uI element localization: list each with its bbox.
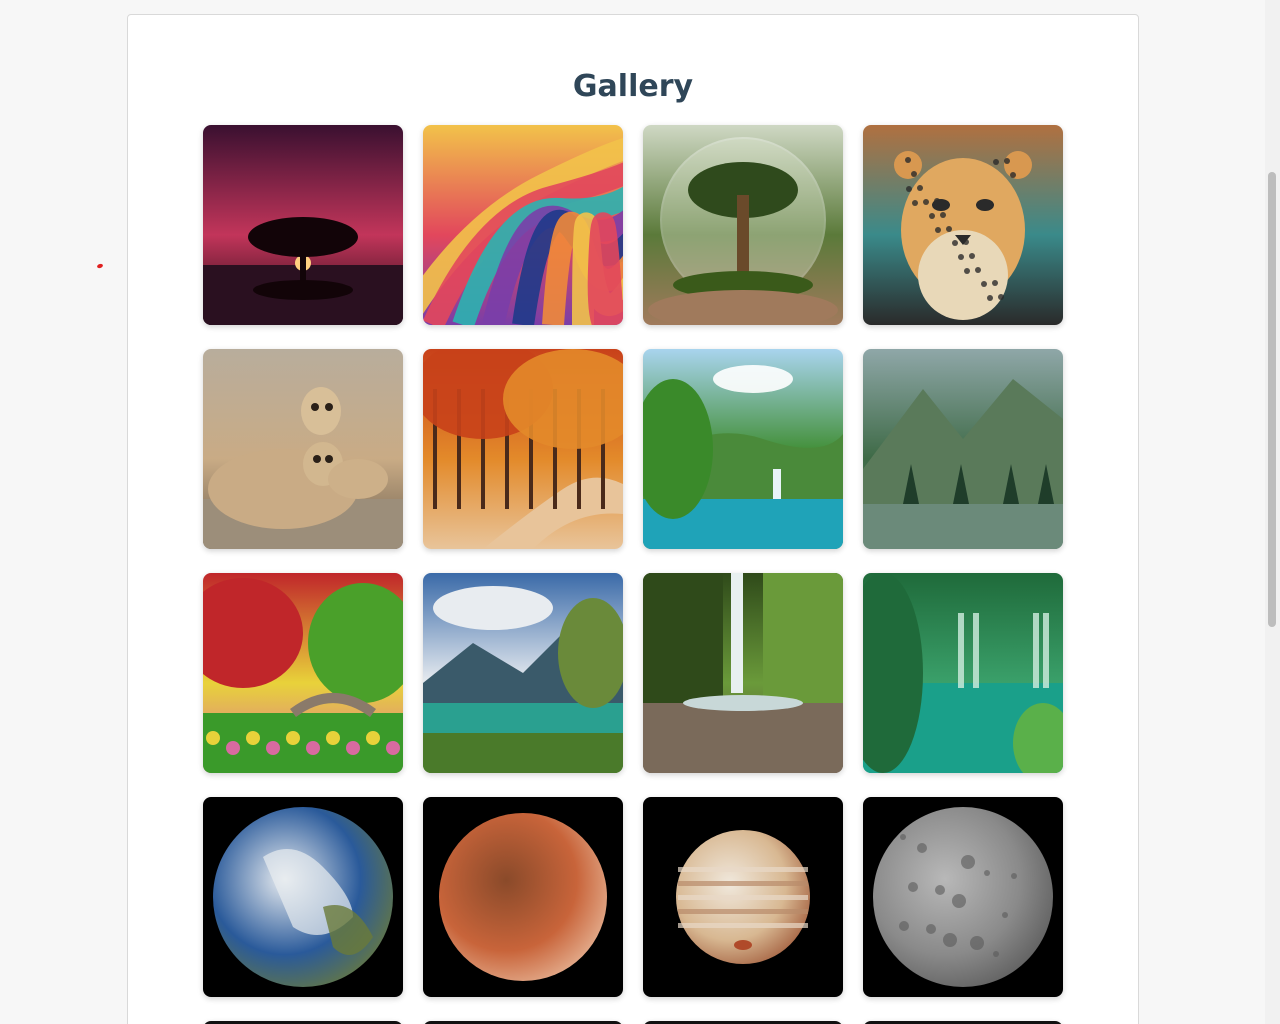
- gallery-image-tree-at-sunset[interactable]: [203, 125, 403, 325]
- planet-mercury-image: [863, 797, 1063, 997]
- gallery-image-autumn-forest-path[interactable]: [423, 349, 623, 549]
- dark-image-image: [203, 1021, 403, 1024]
- gallery-card: Gallery: [127, 14, 1139, 1024]
- tree-at-sunset-image: [203, 125, 403, 325]
- gallery-image-dark-image[interactable]: [863, 1021, 1063, 1024]
- gallery-image-dark-image[interactable]: [203, 1021, 403, 1024]
- gallery-image-tree-in-glass-globe[interactable]: [643, 125, 843, 325]
- scrollbar-thumb[interactable]: [1268, 172, 1276, 627]
- waterfall-canyon-image: [643, 573, 843, 773]
- dark-image-image: [863, 1021, 1063, 1024]
- gallery-image-alpine-lake[interactable]: [423, 573, 623, 773]
- gallery-image-lake-and-waterfall[interactable]: [643, 349, 843, 549]
- cheetah-portrait-image: [863, 125, 1063, 325]
- gallery-image-planet-mars[interactable]: [423, 797, 623, 997]
- gallery-image-planet-mercury[interactable]: [863, 797, 1063, 997]
- dark-image-image: [643, 1021, 843, 1024]
- lake-and-waterfall-image: [643, 349, 843, 549]
- gallery-image-jungle-waterfall-pool[interactable]: [863, 573, 1063, 773]
- garden-with-bridge-image: [203, 573, 403, 773]
- gallery-grid: [203, 125, 1063, 1024]
- dark-image-image: [423, 1021, 623, 1024]
- autumn-forest-path-image: [423, 349, 623, 549]
- annotation-mark: [96, 263, 104, 269]
- gallery-image-waterfall-canyon[interactable]: [643, 573, 843, 773]
- page-title: Gallery: [572, 69, 694, 104]
- gallery-image-misty-mountain-lake[interactable]: [863, 349, 1063, 549]
- gallery-image-colorful-abstract-swirl[interactable]: [423, 125, 623, 325]
- misty-mountain-lake-image: [863, 349, 1063, 549]
- alpine-lake-image: [423, 573, 623, 773]
- gallery-image-meerkats[interactable]: [203, 349, 403, 549]
- gallery-image-planet-jupiter[interactable]: [643, 797, 843, 997]
- planet-earth-image: [203, 797, 403, 997]
- gallery-image-dark-image[interactable]: [643, 1021, 843, 1024]
- planet-mars-image: [423, 797, 623, 997]
- jungle-waterfall-pool-image: [863, 573, 1063, 773]
- gallery-image-cheetah-portrait[interactable]: [863, 125, 1063, 325]
- gallery-image-planet-earth[interactable]: [203, 797, 403, 997]
- gallery-image-garden-with-bridge[interactable]: [203, 573, 403, 773]
- meerkats-image: [203, 349, 403, 549]
- tree-in-glass-globe-image: [643, 125, 843, 325]
- colorful-abstract-swirl-image: [423, 125, 623, 325]
- vertical-scrollbar[interactable]: [1265, 0, 1280, 1024]
- planet-jupiter-image: [643, 797, 843, 997]
- gallery-image-dark-image[interactable]: [423, 1021, 623, 1024]
